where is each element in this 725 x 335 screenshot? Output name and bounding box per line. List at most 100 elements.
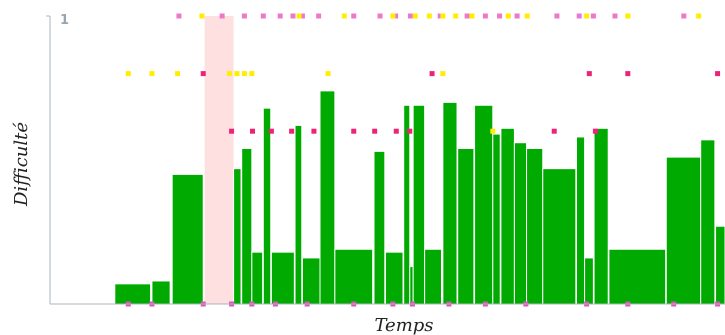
marker-row0-point-17 bbox=[554, 13, 560, 19]
bar-31 bbox=[700, 139, 716, 305]
bar-32 bbox=[715, 225, 725, 305]
marker-row0-point-12 bbox=[437, 13, 443, 19]
bar-13 bbox=[384, 251, 404, 305]
y-tick-label-top: 1 bbox=[60, 13, 69, 28]
marker-row4-point-7 bbox=[393, 128, 399, 134]
marker-row1-point-10 bbox=[524, 13, 530, 19]
marker-row4-point-4 bbox=[311, 128, 317, 134]
marker-row1-point-13 bbox=[696, 13, 702, 19]
marker-row1-point-2 bbox=[341, 13, 347, 19]
marker-row0-point-15 bbox=[497, 13, 503, 19]
marker-row4-point-0 bbox=[229, 128, 235, 134]
highlight-band-layer bbox=[204, 16, 234, 304]
marker-row2-point-4 bbox=[234, 71, 240, 77]
marker-row4-point-2 bbox=[268, 128, 274, 134]
bar-9 bbox=[301, 257, 321, 305]
x-axis-title: Temps bbox=[374, 315, 433, 335]
bar-16 bbox=[412, 104, 426, 305]
marker-row4-point-6 bbox=[372, 128, 378, 134]
marker-row4-point-5 bbox=[351, 128, 357, 134]
marker-row2-point-7 bbox=[325, 71, 331, 77]
marker-row0-point-0 bbox=[176, 13, 182, 19]
marker-row3-point-0 bbox=[200, 71, 206, 77]
marker-row1-point-8 bbox=[469, 13, 475, 19]
marker-row1-point-11 bbox=[584, 13, 590, 19]
bar-26 bbox=[576, 136, 586, 305]
marker-row1-point-9 bbox=[505, 13, 511, 19]
marker-row0-point-13 bbox=[464, 13, 470, 19]
bar-0 bbox=[114, 283, 152, 305]
marker-row0-point-16 bbox=[514, 13, 520, 19]
marker-row0-point-7 bbox=[316, 13, 322, 19]
marker-row2-point-3 bbox=[227, 71, 233, 77]
bar-21 bbox=[492, 133, 501, 305]
bar-4 bbox=[241, 147, 253, 305]
bar-11 bbox=[334, 248, 374, 305]
marker-row3-point-3 bbox=[625, 71, 631, 77]
marker-row2-point-0 bbox=[125, 71, 131, 77]
bars-layer bbox=[114, 90, 725, 305]
marker-row1-point-6 bbox=[440, 13, 446, 19]
bar-6 bbox=[262, 107, 272, 305]
bar-5 bbox=[251, 251, 264, 305]
marker-row0-point-5 bbox=[290, 13, 296, 19]
marker-row4-point-8 bbox=[407, 128, 413, 134]
bar-29 bbox=[608, 248, 667, 305]
marker-row0-point-18 bbox=[576, 13, 582, 19]
bar-30 bbox=[665, 156, 702, 305]
bar-2 bbox=[171, 173, 204, 305]
marker-row5-point-0 bbox=[490, 128, 496, 134]
bar-14 bbox=[403, 104, 411, 305]
marker-row0-point-1 bbox=[219, 13, 225, 19]
marker-row0-point-21 bbox=[681, 13, 687, 19]
marker-row0-point-19 bbox=[590, 13, 596, 19]
marker-row1-point-7 bbox=[453, 13, 459, 19]
bar-10 bbox=[319, 90, 336, 305]
marker-row1-point-3 bbox=[390, 13, 396, 19]
marker-row3-point-4 bbox=[715, 71, 721, 77]
marker-row1-point-4 bbox=[412, 13, 418, 19]
bar-3 bbox=[233, 168, 242, 305]
marker-row0-point-11 bbox=[407, 13, 413, 19]
marker-row2-point-1 bbox=[149, 71, 155, 77]
marker-row1-point-0 bbox=[199, 13, 205, 19]
bar-19 bbox=[457, 147, 475, 305]
marker-row2-point-8 bbox=[440, 71, 446, 77]
bar-8 bbox=[294, 124, 303, 305]
marker-row1-point-5 bbox=[426, 13, 432, 19]
bar-25 bbox=[542, 168, 577, 305]
marker-row0-point-4 bbox=[277, 13, 283, 19]
bar-27 bbox=[584, 257, 594, 305]
bar-20 bbox=[474, 104, 494, 305]
marker-row4-point-1 bbox=[250, 128, 255, 134]
bar-23 bbox=[513, 142, 528, 305]
bar-17 bbox=[424, 248, 442, 305]
marker-row3-point-2 bbox=[586, 71, 592, 77]
marker-row4-point-9 bbox=[551, 128, 557, 134]
bar-24 bbox=[526, 147, 544, 305]
bar-7 bbox=[270, 251, 295, 305]
y-axis-title: Difficulté bbox=[11, 122, 32, 207]
marker-row3-point-1 bbox=[429, 71, 435, 77]
bar-12 bbox=[373, 150, 386, 305]
bar-15 bbox=[409, 266, 414, 305]
highlight-band bbox=[204, 16, 234, 304]
bar-22 bbox=[500, 127, 515, 305]
bar-18 bbox=[442, 101, 458, 305]
marker-row0-point-3 bbox=[260, 13, 266, 19]
marker-row0-point-6 bbox=[299, 13, 305, 19]
bar-1 bbox=[151, 280, 171, 305]
marker-row0-point-8 bbox=[351, 13, 357, 19]
marker-row1-point-12 bbox=[625, 13, 631, 19]
marker-row0-point-20 bbox=[612, 13, 618, 19]
marker-row2-point-2 bbox=[175, 71, 181, 77]
marker-row4-point-10 bbox=[592, 128, 598, 134]
marker-row0-point-9 bbox=[377, 13, 383, 19]
marker-row0-point-14 bbox=[482, 13, 488, 19]
bar-28 bbox=[593, 127, 609, 305]
marker-row0-point-2 bbox=[241, 13, 247, 19]
axes: 1 Temps Difficulté bbox=[11, 13, 725, 335]
marker-row1-point-1 bbox=[296, 13, 302, 19]
